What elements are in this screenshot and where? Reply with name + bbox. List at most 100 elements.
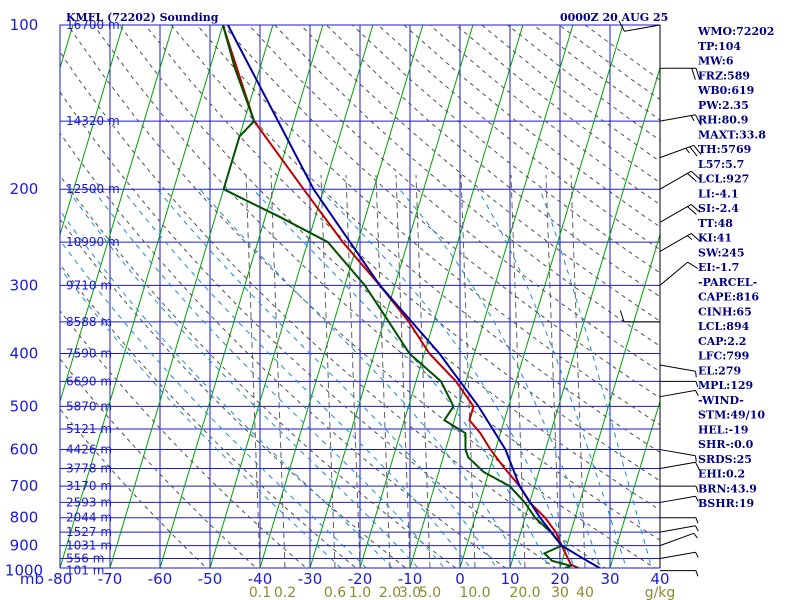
sounding-time: 0000Z 20 AUG 25 <box>560 11 668 24</box>
moist-adiabat-line <box>66 188 419 568</box>
mixing-ratio-label: 0.1 <box>249 585 271 600</box>
dry-adiabat-line <box>60 132 507 568</box>
pressure-label: 600 <box>10 441 39 459</box>
sounding-index: LFC:799 <box>698 350 749 363</box>
wind-barbs <box>618 20 702 577</box>
height-label: 1031 m <box>66 539 112 553</box>
sounding-index: BRN:43.9 <box>698 482 757 495</box>
mixing-ratio-line <box>270 174 286 568</box>
mixing-ratio-line <box>545 174 561 568</box>
dry-adiabat-line <box>93 25 660 541</box>
skewed-isotherm-line <box>60 25 224 568</box>
sounding-index: WB0:619 <box>697 84 754 97</box>
skewed-isotherm-line <box>159 25 324 568</box>
sounding-index: EI:-1.7 <box>698 261 739 274</box>
dry-adiabat-line <box>533 25 660 121</box>
pressure-label: 900 <box>10 537 39 555</box>
sounding-point <box>443 419 446 422</box>
moist-adiabat-line <box>156 188 498 568</box>
temperature-tick-label: 10 <box>500 570 519 588</box>
sounding-index: HEL:-19 <box>698 423 748 436</box>
sounding-point <box>508 485 511 487</box>
height-label: 5121 m <box>66 422 112 436</box>
sounding-point <box>408 321 410 323</box>
sounding-point <box>504 467 506 470</box>
sounding-point <box>523 501 526 504</box>
temperature-tick-label: -80 <box>48 570 73 588</box>
wind-barb <box>659 67 701 80</box>
skewed-isotherm-line <box>559 232 660 568</box>
skewed-isotherm-line <box>209 25 374 568</box>
pressure-label: 100 <box>10 16 39 34</box>
mixing-ratio-label: 30 <box>551 585 569 600</box>
sounding-index: CAP:2.2 <box>698 335 746 348</box>
skewed-isotherm-line <box>109 25 274 568</box>
mixing-ratio-line <box>460 174 476 568</box>
height-label: 7590 m <box>66 346 112 360</box>
sounding-index: WMO:72202 <box>697 25 774 38</box>
pressure-label: 400 <box>10 344 39 362</box>
moist-adiabat-line <box>60 209 393 568</box>
dry-adiabat-line <box>507 25 660 141</box>
mixing-ratio-unit: g/kg <box>645 585 676 600</box>
pressure-label: 1000 <box>5 562 43 580</box>
wind-barb <box>659 232 701 252</box>
sounding-index: STM:49/10 <box>698 409 765 422</box>
temperature-tick-label: 0 <box>455 570 465 588</box>
mixing-ratio-line <box>415 174 431 568</box>
sounding-point <box>253 120 255 122</box>
sounding-point <box>544 516 546 519</box>
sounding-index: L57:5.7 <box>698 158 744 171</box>
wind-barb <box>659 144 702 159</box>
skewed-isotherm-line <box>0 25 23 582</box>
height-label: 556 m <box>66 551 104 565</box>
sounding-point <box>555 531 557 533</box>
sounding-point <box>468 419 471 422</box>
sounding-index: BSHR:19 <box>698 497 754 510</box>
sounding-index: LI:-4.1 <box>698 187 739 200</box>
mixing-ratio-label: 2.0 <box>379 585 401 600</box>
sounding-series-2 <box>227 25 602 568</box>
wind-barb <box>660 570 699 577</box>
dry-adiabat-line <box>60 358 258 568</box>
temperature-tick-label: -20 <box>348 570 373 588</box>
sounding-point <box>408 352 411 355</box>
sounding-point <box>222 188 225 190</box>
mixing-ratio-label: 10.0 <box>459 585 490 600</box>
sounding-index: -WIND- <box>698 394 744 407</box>
skewed-isotherm-line <box>309 25 474 568</box>
dry-adiabat-line <box>274 25 660 347</box>
mixing-ratio-line <box>345 174 361 568</box>
dry-adiabat-line <box>60 263 357 568</box>
mixing-ratio-label: 5.0 <box>419 585 441 600</box>
pressure-label: 500 <box>10 397 39 415</box>
wind-barb <box>659 380 699 388</box>
wind-barb <box>659 170 701 190</box>
wind-barb <box>618 20 661 32</box>
sounding-point <box>583 570 585 572</box>
dry-adiabat-line <box>144 25 660 482</box>
height-label: 2044 m <box>66 511 112 525</box>
sounding-point <box>560 544 563 547</box>
mixing-ratio-label: 20.0 <box>509 585 540 600</box>
wind-barb <box>659 203 701 223</box>
sounding-point <box>518 485 521 487</box>
sounding-index: CINH:65 <box>698 305 752 318</box>
mixing-ratio-label: 0.2 <box>274 585 296 600</box>
sounding-point <box>479 432 482 435</box>
sounding-index: TH:5769 <box>698 143 751 156</box>
wind-barb <box>619 310 661 323</box>
dry-adiabat-line <box>326 25 660 298</box>
skewed-isotherm-line <box>509 66 660 568</box>
sounding-index: MW:6 <box>698 55 734 68</box>
wind-barb <box>659 364 697 378</box>
moist-adiabat-line <box>252 188 550 568</box>
sounding-point <box>234 67 236 69</box>
wind-barb <box>659 517 699 524</box>
dry-adiabat-line <box>584 25 660 81</box>
sounding-index: EL:279 <box>698 364 741 377</box>
sounding-point <box>569 565 572 567</box>
sounding-point <box>312 188 315 190</box>
height-label: 9710 m <box>66 278 112 292</box>
